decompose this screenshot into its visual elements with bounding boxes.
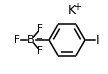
Text: K: K xyxy=(68,3,76,17)
Text: F: F xyxy=(14,35,20,45)
Text: I: I xyxy=(96,34,100,46)
Text: F: F xyxy=(37,24,43,34)
Text: −: − xyxy=(36,34,43,44)
Text: B: B xyxy=(27,35,35,45)
Text: +: + xyxy=(74,2,82,12)
Text: F: F xyxy=(37,46,43,56)
